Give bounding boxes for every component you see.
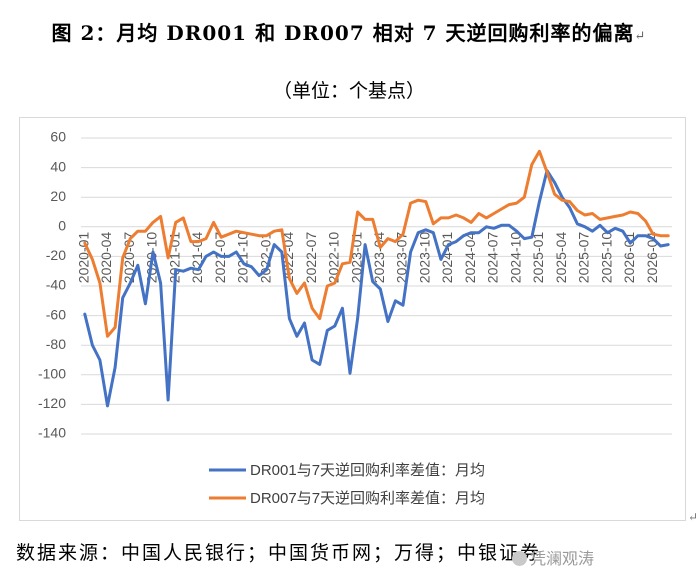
y-tick-label: -60 [46, 306, 66, 322]
x-tick-label: 2024-07 [485, 232, 501, 284]
chart-figure-title-text: 图 2：月均 DR001 和 DR007 相对 7 天逆回购利率的偏离 [51, 21, 635, 45]
x-axis-ticks: 2020-01 2020-04 2020-07 2020-10 2021-01 2021-… [75, 232, 659, 284]
x-tick-label: 2026-01 [621, 232, 637, 284]
legend-label-dr001: DR001与7天逆回购利率差值：月均 [250, 462, 485, 479]
x-tick-label: 2025-10 [598, 232, 614, 284]
y-tick-label: -120 [38, 395, 66, 411]
paragraph-return-mark: ↵ [688, 510, 698, 524]
y-tick-label: 0 [58, 218, 66, 234]
y-tick-label: 60 [50, 129, 66, 145]
x-tick-label: 2021-10 [235, 232, 251, 284]
line-chart: 60 40 20 0 -20 -40 -60 -80 -100 -120 -140 2020-01 2… [38, 129, 672, 507]
y-tick-label: -80 [46, 336, 66, 352]
y-tick-label: -20 [46, 247, 66, 263]
chart-figure-title: 图 2：月均 DR001 和 DR007 相对 7 天逆回购利率的偏离↵ [0, 17, 698, 46]
x-tick-label: 2022-01 [257, 232, 273, 284]
series-lines [83, 149, 670, 408]
chart-area: 60 40 20 0 -20 -40 -60 -80 -100 -120 -140 2020-01 2… [19, 117, 686, 521]
x-tick-label: 2025-01 [530, 232, 546, 284]
y-tick-label: 40 [50, 158, 66, 174]
y-tick-label: -100 [38, 366, 66, 382]
x-tick-label: 2023-07 [394, 232, 410, 284]
x-tick-label: 2022-10 [326, 232, 342, 284]
paragraph-return-mark: ↵ [634, 29, 647, 44]
dr001-series-line [83, 169, 670, 408]
x-tick-label: 2024-04 [462, 232, 478, 284]
chart-unit-subtitle: （单位：个基点） [272, 80, 425, 102]
x-tick-label: 2020-07 [121, 232, 137, 284]
watermark-text: 凭澜观涛 [530, 549, 595, 568]
watermark: 凭澜观涛 [512, 545, 594, 569]
wechat-account-icon [512, 551, 527, 566]
y-tick-label: -40 [46, 277, 66, 293]
y-tick-label: -140 [38, 425, 66, 441]
y-axis-ticks: 60 40 20 0 -20 -40 -60 -80 -100 -120 -140 [38, 129, 66, 441]
x-tick-label: 2021-07 [212, 232, 228, 284]
x-tick-label: 2023-10 [416, 232, 432, 284]
x-tick-label: 2021-04 [189, 232, 205, 284]
legend-label-dr007: DR007与7天逆回购利率差值：月均 [250, 490, 485, 507]
dr007-series-line [83, 149, 670, 338]
x-tick-label: 2022-07 [303, 232, 319, 284]
y-tick-label: 20 [50, 188, 66, 204]
x-tick-label: 2020-01 [75, 232, 91, 284]
x-tick-label: 2025-07 [576, 232, 592, 284]
x-tick-label: 2025-04 [553, 232, 569, 284]
x-tick-label: 2026-04 [644, 232, 660, 284]
data-source-note: 数据来源：中国人民银行；中国货币网；万得；中银证券 [16, 542, 542, 564]
x-tick-label: 2024-10 [507, 232, 523, 284]
legend: DR001与7天逆回购利率差值：月均 DR007与7天逆回购利率差值：月均 [209, 462, 485, 507]
x-tick-label: 2020-04 [98, 232, 114, 284]
